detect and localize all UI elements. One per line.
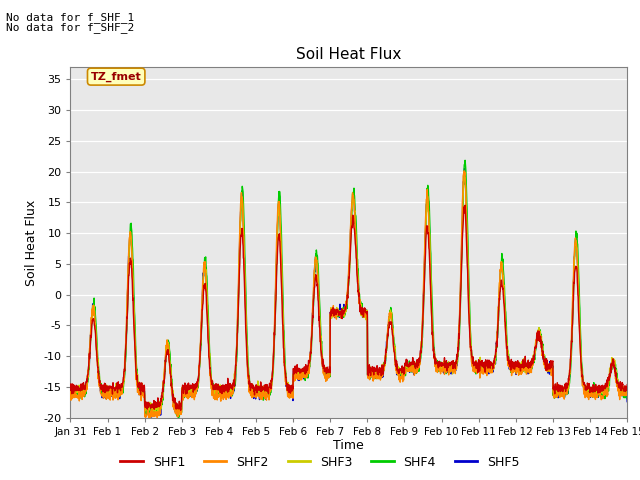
- X-axis label: Time: Time: [333, 439, 364, 453]
- Text: TZ_fmet: TZ_fmet: [91, 72, 141, 82]
- Text: No data for f_SHF_1: No data for f_SHF_1: [6, 12, 134, 23]
- Title: Soil Heat Flux: Soil Heat Flux: [296, 47, 401, 62]
- Legend: SHF1, SHF2, SHF3, SHF4, SHF5: SHF1, SHF2, SHF3, SHF4, SHF5: [115, 451, 525, 474]
- Text: No data for f_SHF_2: No data for f_SHF_2: [6, 22, 134, 33]
- Y-axis label: Soil Heat Flux: Soil Heat Flux: [25, 199, 38, 286]
